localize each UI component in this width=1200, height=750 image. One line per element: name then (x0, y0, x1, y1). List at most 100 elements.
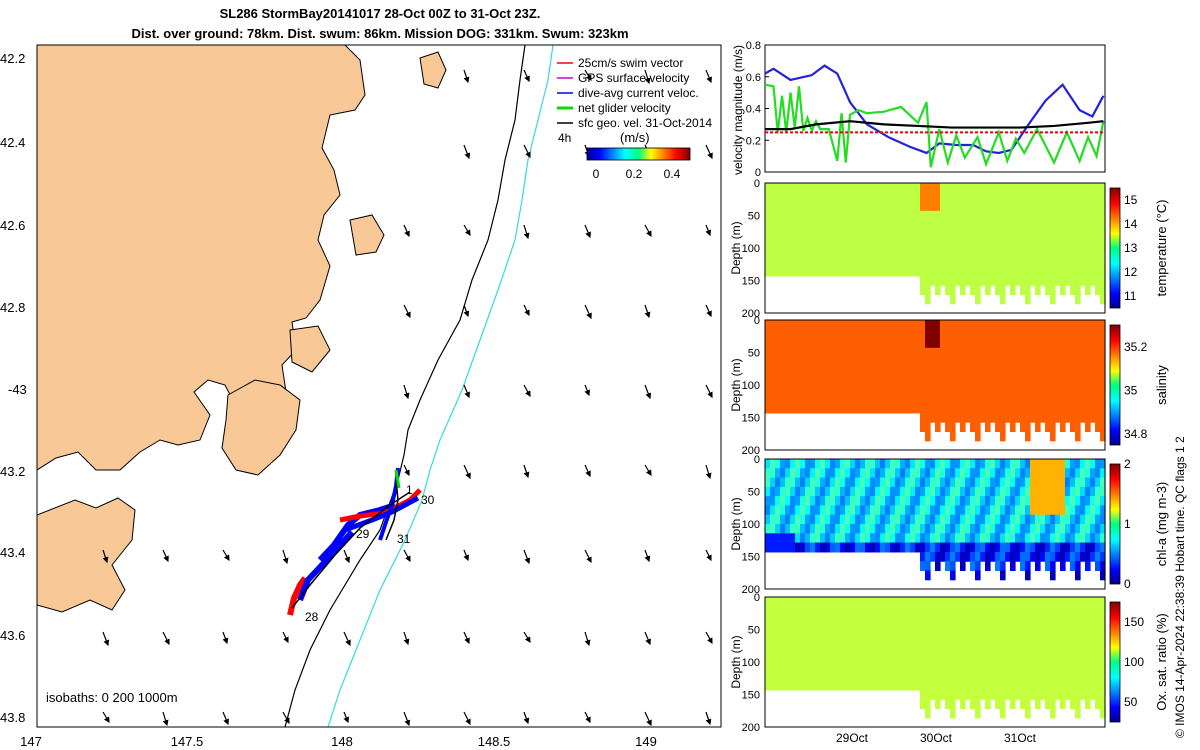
heatmap-cell (805, 662, 811, 672)
heatmap-cell (875, 680, 881, 691)
heatmap-cell (890, 338, 896, 349)
heatmap-cell (835, 266, 841, 277)
heatmap-cell (955, 477, 961, 488)
heatmap-cell (895, 238, 901, 249)
heatmap-cell (1075, 248, 1081, 258)
heatmap-cell (955, 229, 961, 240)
heatmap-cell (975, 422, 981, 433)
heatmap-cell (940, 329, 946, 340)
heatmap-cell (870, 338, 876, 349)
heatmap-cell (990, 329, 996, 340)
heatmap-cell (910, 624, 916, 635)
heatmap-cell (940, 257, 946, 268)
heatmap-cell (1090, 238, 1096, 249)
heatmap-cell (925, 624, 931, 635)
heatmap-cell (795, 597, 801, 607)
heatmap-cell (870, 347, 876, 358)
heatmap-cell (965, 338, 971, 349)
heatmap-cell (910, 192, 916, 203)
heatmap-cell (1000, 220, 1006, 231)
heatmap-cell (1085, 422, 1091, 433)
heatmap-cell (1015, 597, 1021, 607)
heatmap-cell (1045, 275, 1051, 286)
heatmap-cell (955, 394, 961, 405)
heatmap-cell (1060, 210, 1066, 221)
heatmap-cell (1100, 689, 1106, 700)
heatmap-cell (1040, 201, 1046, 212)
heatmap-cell (1000, 431, 1006, 442)
heatmap-cell (890, 248, 896, 258)
heatmap-cell (1060, 220, 1066, 231)
heatmap-cell (925, 662, 931, 672)
heatmap-cell (1020, 238, 1026, 249)
heatmap-cell (850, 496, 856, 507)
heatmap-cell (945, 551, 951, 562)
heatmap-cell (790, 192, 796, 203)
heatmap-cell (1100, 412, 1106, 423)
heatmap-cell (790, 201, 796, 212)
heatmap-cell (820, 606, 826, 617)
heatmap-cell (1075, 477, 1081, 488)
heatmap-cell (880, 606, 886, 617)
heatmap-cell (770, 201, 776, 212)
heatmap-cell (950, 542, 956, 553)
map-cbar-tick-0: 0 (593, 167, 600, 181)
heatmap-cell (770, 183, 776, 193)
heatmap-cell (930, 238, 936, 249)
heatmap-cell (1080, 624, 1086, 635)
heatmap-cell (905, 394, 911, 405)
heatmap-cell (1035, 486, 1041, 497)
heatmap-cell (860, 459, 866, 469)
heatmap-cell (1075, 375, 1081, 386)
heatmap-cell (895, 394, 901, 405)
heatmap-cell (800, 385, 806, 395)
heatmap-cell (1045, 357, 1051, 368)
heatmap-cell (1065, 329, 1071, 340)
heatmap-cell (875, 192, 881, 203)
heatmap-cell (930, 266, 936, 277)
heatmap-cell (805, 385, 811, 395)
heatmap-cell (835, 394, 841, 405)
heatmap-cell (945, 338, 951, 349)
heatmap-cell (775, 257, 781, 268)
heatmap-cell (1000, 375, 1006, 386)
heatmap-cell (1015, 201, 1021, 212)
heatmap-cell (890, 496, 896, 507)
heatmap-cell (925, 329, 931, 340)
heatmap-cell (780, 257, 786, 268)
heatmap-cell (845, 680, 851, 691)
heatmap-cell (810, 210, 816, 221)
heatmap-cell (805, 533, 811, 544)
sfc-arrow (644, 549, 651, 563)
heatmap-cell (790, 615, 796, 626)
heatmap-cell (825, 210, 831, 221)
heatmap-cell (945, 468, 951, 479)
heatmap-cell (790, 524, 796, 534)
heatmap-cell (985, 477, 991, 488)
heatmap-cell (860, 624, 866, 635)
heatmap-cell (1005, 533, 1011, 544)
heatmap-cell (805, 257, 811, 268)
heatmap-cell (885, 320, 891, 330)
heatmap-cell (1070, 597, 1076, 607)
heatmap-cell (1095, 210, 1101, 221)
heatmap-cell (785, 248, 791, 258)
heatmap-cell (1055, 220, 1061, 231)
heatmap-cell (880, 385, 886, 395)
heatmap-cell (995, 266, 1001, 277)
colorbar-tick: 15 (1124, 193, 1138, 207)
heatmap-cell (830, 468, 836, 479)
heatmap-cell (770, 329, 776, 340)
heatmap-cell (825, 624, 831, 635)
heatmap-cell (955, 357, 961, 368)
heatmap-cell (850, 459, 856, 469)
heatmap-cell (980, 412, 986, 423)
heatmap-cell (880, 533, 886, 544)
heatmap-cell (1015, 229, 1021, 240)
heatmap-cell (945, 266, 951, 277)
heatmap-cell (935, 643, 941, 654)
heatmap-cell (780, 597, 786, 607)
sfc-arrow (102, 711, 110, 724)
heatmap-cell (940, 338, 946, 349)
heatmap-cell (1080, 338, 1086, 349)
